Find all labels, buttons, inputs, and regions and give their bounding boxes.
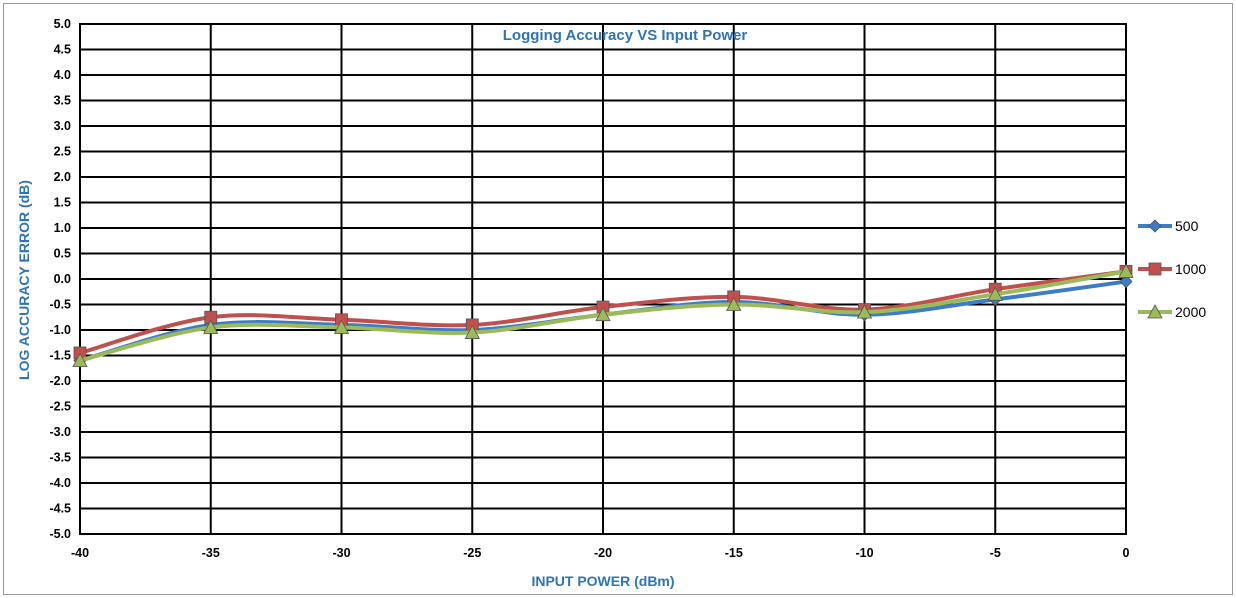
x-axis-title: INPUT POWER (dBm) (531, 573, 674, 589)
series-2000 (72, 263, 1134, 368)
y-tick-label: 2.0 (54, 170, 71, 184)
y-axis-title: LOG ACCURACY ERROR (dB) (16, 180, 32, 380)
data-point-2000 (203, 319, 219, 334)
y-tick-label: 0.5 (54, 247, 71, 261)
legend-marker-1000 (1148, 262, 1162, 276)
y-tick-label: 4.0 (54, 68, 71, 82)
y-tick-label: -1.5 (49, 349, 71, 363)
data-point-2000 (856, 304, 873, 319)
x-tick-label: -15 (725, 546, 743, 560)
series-group (72, 263, 1134, 368)
legend-item-2000: 2000 (1138, 304, 1206, 320)
chart-title: Logging Accuracy VS Input Power (503, 27, 748, 44)
y-tick-label: -0.5 (49, 298, 71, 312)
grid-lines (79, 23, 1127, 535)
y-tick-label: -4.0 (49, 476, 71, 490)
y-tick-label: 4.5 (54, 43, 71, 57)
data-point-2000 (464, 324, 480, 339)
x-tick-label: -25 (463, 546, 481, 560)
y-tick-label: 1.5 (54, 196, 71, 210)
y-tick-label: -4.5 (49, 502, 71, 516)
chart-frame (3, 3, 1233, 595)
legend-label-500: 500 (1175, 218, 1199, 234)
data-point-2000 (1118, 263, 1134, 278)
y-tick-label: 1.0 (54, 221, 71, 235)
legend-item-500: 500 (1138, 218, 1199, 234)
y-tick-label: 5.0 (54, 17, 71, 31)
y-tick-label: -1.0 (49, 323, 71, 337)
x-tick-label: -35 (202, 546, 220, 560)
legend-marker-500 (1148, 219, 1162, 233)
data-point-2000 (333, 319, 350, 334)
y-tick-label: 2.5 (54, 145, 71, 159)
y-tick-label: 3.0 (54, 119, 71, 133)
x-tick-labels: -40 -35 -30 -25 -20 -15 -10 -5 0 (71, 546, 1130, 560)
y-tick-label: -5.0 (49, 527, 71, 541)
y-tick-label: 3.5 (54, 94, 71, 108)
x-tick-label: 0 (1123, 546, 1130, 560)
y-tick-label: -2.5 (49, 400, 71, 414)
y-tick-label: -2.0 (49, 374, 71, 388)
data-point-2000 (726, 296, 742, 311)
data-point-2000 (987, 286, 1003, 301)
x-tick-label: -40 (71, 546, 89, 560)
x-tick-label: -5 (990, 546, 1001, 560)
legend-label-2000: 2000 (1175, 304, 1206, 320)
legend: 500 1000 2000 (1138, 218, 1206, 320)
data-point-2000 (72, 352, 88, 368)
x-tick-label: -30 (332, 546, 350, 560)
y-tick-label: 0.0 (54, 272, 71, 286)
data-point-500 (1119, 274, 1133, 289)
legend-label-1000: 1000 (1175, 261, 1206, 277)
y-tick-labels: 5.0 4.5 4.0 3.5 3.0 2.5 2.0 1.5 1.0 0.5 0.0 -0.5 -1.… (49, 17, 71, 541)
legend-item-1000: 1000 (1138, 261, 1206, 277)
x-tick-label: -10 (855, 546, 873, 560)
legend-marker-2000 (1147, 304, 1163, 319)
y-tick-label: -3.0 (49, 425, 71, 439)
x-tick-label: -20 (594, 546, 612, 560)
data-point-2000 (595, 306, 611, 322)
y-tick-label: -3.5 (49, 451, 71, 465)
